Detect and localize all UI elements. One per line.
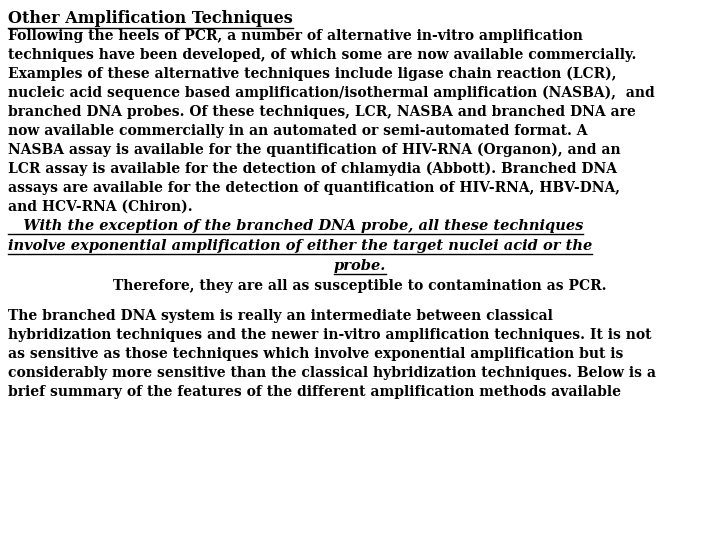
Text: and HCV-RNA (Chiron).: and HCV-RNA (Chiron).: [8, 200, 193, 214]
Text: nucleic acid sequence based amplification/isothermal amplification (NASBA),  and: nucleic acid sequence based amplificatio…: [8, 86, 654, 100]
Text: LCR assay is available for the detection of chlamydia (Abbott). Branched DNA: LCR assay is available for the detection…: [8, 162, 617, 177]
Text: The branched DNA system is really an intermediate between classical: The branched DNA system is really an int…: [8, 309, 553, 323]
Text: involve exponential amplification of either the target nuclei acid or the: involve exponential amplification of eit…: [8, 239, 593, 253]
Text: considerably more sensitive than the classical hybridization techniques. Below i: considerably more sensitive than the cla…: [8, 367, 656, 380]
Text: Examples of these alternative techniques include ligase chain reaction (LCR),: Examples of these alternative techniques…: [8, 67, 616, 82]
Text: Therefore, they are all as susceptible to contamination as PCR.: Therefore, they are all as susceptible t…: [113, 279, 607, 293]
Text: assays are available for the detection of quantification of HIV-RNA, HBV-DNA,: assays are available for the detection o…: [8, 181, 620, 195]
Text: NASBA assay is available for the quantification of HIV-RNA (Organon), and an: NASBA assay is available for the quantif…: [8, 143, 621, 157]
Text: Other Amplification Techniques: Other Amplification Techniques: [8, 10, 293, 27]
Text: now available commercially in an automated or semi-automated format. A: now available commercially in an automat…: [8, 124, 588, 138]
Text: branched DNA probes. Of these techniques, LCR, NASBA and branched DNA are: branched DNA probes. Of these techniques…: [8, 105, 636, 119]
Text: With the exception of the branched DNA probe, all these techniques: With the exception of the branched DNA p…: [8, 219, 583, 233]
Text: as sensitive as those techniques which involve exponential amplification but is: as sensitive as those techniques which i…: [8, 347, 624, 361]
Text: techniques have been developed, of which some are now available commercially.: techniques have been developed, of which…: [8, 48, 636, 62]
Text: hybridization techniques and the newer in-vitro amplification techniques. It is : hybridization techniques and the newer i…: [8, 328, 652, 342]
Text: brief summary of the features of the different amplification methods available: brief summary of the features of the dif…: [8, 386, 621, 400]
Text: Following the heels of PCR, a number of alternative in-vitro amplification: Following the heels of PCR, a number of …: [8, 29, 583, 43]
Text: probe.: probe.: [334, 259, 386, 273]
